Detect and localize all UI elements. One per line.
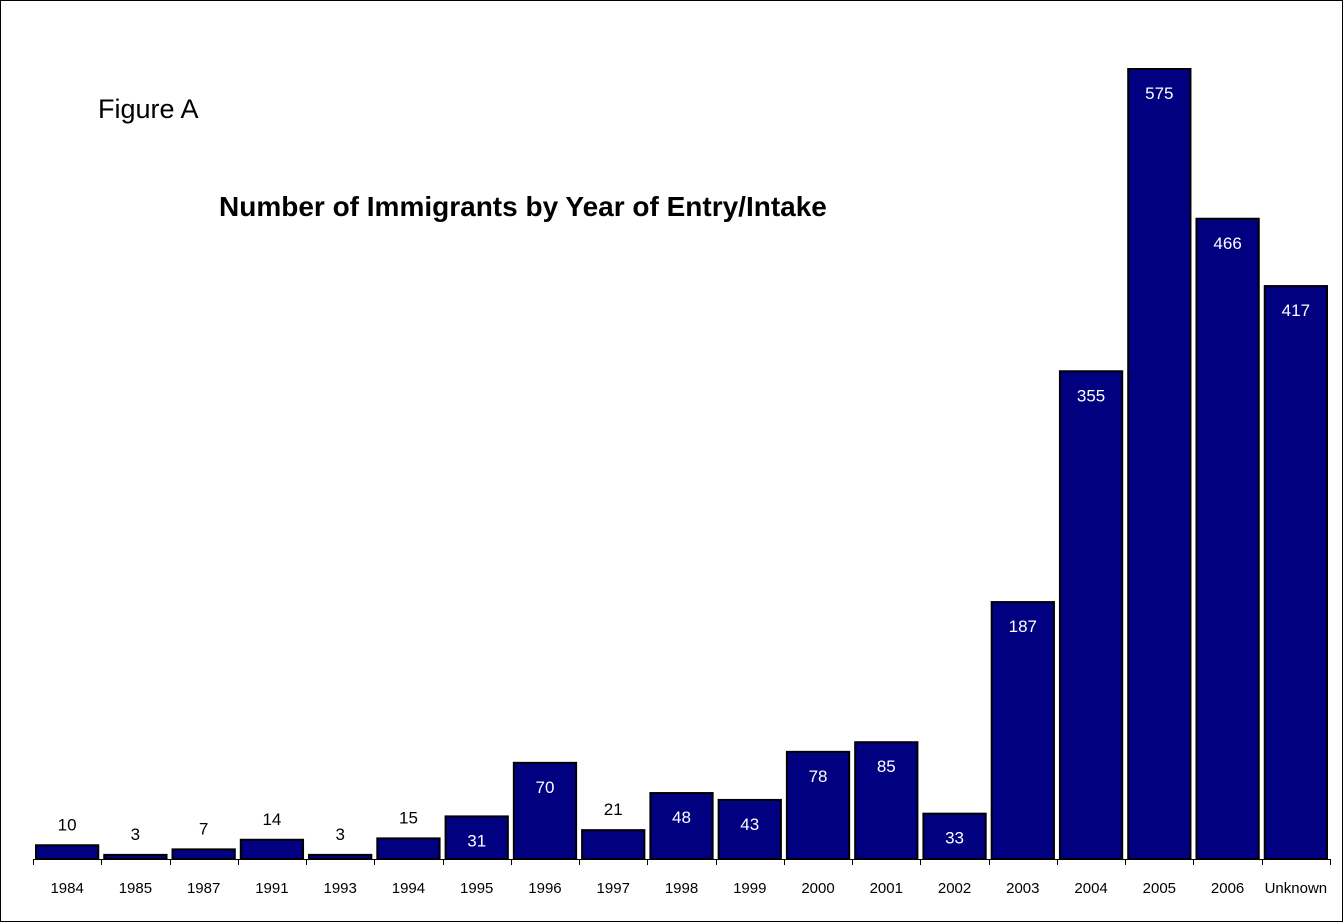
bar-1996 bbox=[512, 761, 578, 861]
chart-title: Number of Immigrants by Year of Entry/In… bbox=[219, 191, 827, 222]
data-label-1985: 3 bbox=[131, 825, 140, 844]
x-tick-label-1984: 1984 bbox=[50, 880, 83, 897]
bar-1991 bbox=[239, 838, 305, 860]
data-label-2001: 85 bbox=[877, 757, 896, 776]
x-axis bbox=[33, 859, 1331, 865]
x-tick-label-1993: 1993 bbox=[323, 880, 356, 897]
data-label-2000: 78 bbox=[809, 767, 828, 786]
bar-Unknown bbox=[1263, 285, 1328, 860]
bar-1987 bbox=[171, 848, 236, 861]
data-label-2003: 187 bbox=[1009, 617, 1037, 636]
x-tick-label-1999: 1999 bbox=[733, 880, 766, 897]
bars-group bbox=[35, 68, 1328, 861]
x-tick-label-1985: 1985 bbox=[119, 880, 152, 897]
data-label-2004: 355 bbox=[1077, 386, 1105, 405]
x-tick-labels-group: 1984 1985 1987 1991 1993 1994 1995 1996 1997 1998… bbox=[50, 880, 1327, 897]
data-label-1995: 31 bbox=[467, 831, 486, 850]
bar-1993 bbox=[308, 853, 373, 860]
x-tick-label-Unknown: Unknown bbox=[1265, 880, 1328, 897]
x-tick-label-1994: 1994 bbox=[392, 880, 425, 897]
data-label-1991: 14 bbox=[262, 810, 281, 829]
data-label-1999: 43 bbox=[740, 815, 759, 834]
x-tick-label-1997: 1997 bbox=[597, 880, 630, 897]
data-label-1994: 15 bbox=[399, 808, 418, 827]
bar-1995 bbox=[444, 815, 509, 860]
x-tick-label-2002: 2002 bbox=[938, 880, 971, 897]
bar-1985 bbox=[103, 853, 168, 860]
x-tick-label-2001: 2001 bbox=[870, 880, 903, 897]
data-label-2005: 575 bbox=[1145, 84, 1173, 103]
bar-1999 bbox=[717, 798, 782, 861]
data-label-2006: 466 bbox=[1213, 234, 1241, 253]
bar-1997 bbox=[581, 829, 646, 861]
data-label-1987: 7 bbox=[199, 819, 208, 838]
x-tick-label-2005: 2005 bbox=[1143, 880, 1176, 897]
figure-label: Figure A bbox=[98, 94, 199, 124]
data-label-1993: 3 bbox=[335, 825, 344, 844]
bar-2006 bbox=[1195, 217, 1260, 860]
x-tick-label-1995: 1995 bbox=[460, 880, 493, 897]
bar-1994 bbox=[376, 837, 441, 860]
data-label-1997: 21 bbox=[604, 800, 623, 819]
data-label-Unknown: 417 bbox=[1282, 301, 1310, 320]
x-tick-label-2003: 2003 bbox=[1006, 880, 1039, 897]
x-tick-label-1991: 1991 bbox=[255, 880, 288, 897]
x-tick-label-2000: 2000 bbox=[801, 880, 834, 897]
x-tick-label-1987: 1987 bbox=[187, 880, 220, 897]
bar-2000 bbox=[785, 750, 851, 860]
x-tick-label-2004: 2004 bbox=[1074, 880, 1107, 897]
x-tick-label-2006: 2006 bbox=[1211, 880, 1244, 897]
bar-1984 bbox=[35, 844, 100, 860]
data-label-2002: 33 bbox=[945, 829, 964, 848]
bar-2003 bbox=[990, 601, 1055, 860]
x-tick-label-1998: 1998 bbox=[665, 880, 698, 897]
bar-2001 bbox=[854, 741, 919, 861]
data-labels-group: 10 3 7 14 3 15 31 70 21 48 43 78 85 33 187 355 575 466 417 bbox=[58, 84, 1310, 850]
data-label-1996: 70 bbox=[536, 778, 555, 797]
data-label-1998: 48 bbox=[672, 808, 691, 827]
bar-2004 bbox=[1058, 370, 1124, 860]
bar-2005 bbox=[1127, 68, 1192, 860]
x-tick-label-1996: 1996 bbox=[528, 880, 561, 897]
data-label-1984: 10 bbox=[58, 815, 77, 834]
bar-2002 bbox=[922, 812, 987, 861]
